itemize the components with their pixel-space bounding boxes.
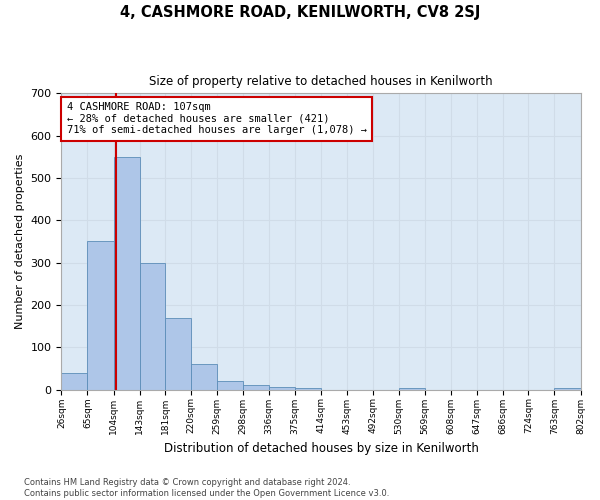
- Text: 4 CASHMORE ROAD: 107sqm
← 28% of detached houses are smaller (421)
71% of semi-d: 4 CASHMORE ROAD: 107sqm ← 28% of detache…: [67, 102, 367, 136]
- Bar: [244, 386, 269, 390]
- Bar: [165, 318, 191, 390]
- Bar: [88, 242, 113, 390]
- Text: 4, CASHMORE ROAD, KENILWORTH, CV8 2SJ: 4, CASHMORE ROAD, KENILWORTH, CV8 2SJ: [120, 5, 480, 20]
- Bar: [295, 388, 321, 390]
- Bar: [191, 364, 217, 390]
- Y-axis label: Number of detached properties: Number of detached properties: [15, 154, 25, 329]
- Bar: [398, 388, 425, 390]
- Bar: [269, 386, 295, 390]
- Bar: [554, 388, 581, 390]
- Bar: [61, 372, 88, 390]
- Bar: [140, 262, 165, 390]
- Bar: [217, 381, 244, 390]
- Bar: [113, 157, 140, 390]
- Text: Contains HM Land Registry data © Crown copyright and database right 2024.
Contai: Contains HM Land Registry data © Crown c…: [24, 478, 389, 498]
- Title: Size of property relative to detached houses in Kenilworth: Size of property relative to detached ho…: [149, 75, 493, 88]
- X-axis label: Distribution of detached houses by size in Kenilworth: Distribution of detached houses by size …: [164, 442, 478, 455]
